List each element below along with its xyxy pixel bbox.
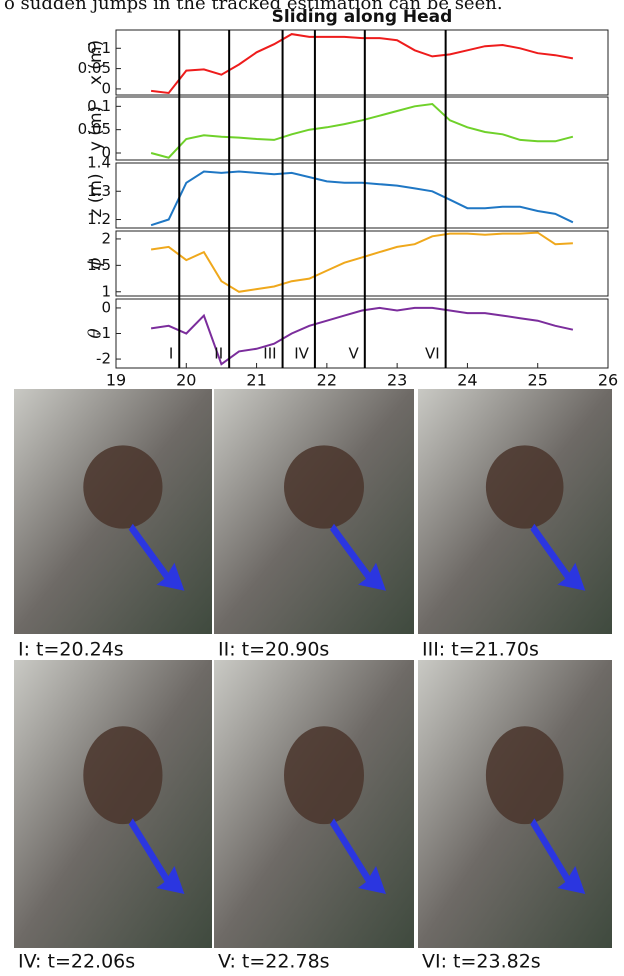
y-axis-label: x (m) (86, 40, 106, 85)
photo-caption: II: t=20.90s (218, 639, 329, 661)
data-line (150, 231, 573, 293)
panel-frame (115, 29, 609, 96)
photo-head (485, 445, 564, 529)
panel-frame (115, 298, 609, 369)
y-tick-label: 0.1 (87, 39, 111, 57)
panel-frame (115, 162, 609, 229)
photo-caption: I: t=20.24s (18, 639, 124, 661)
photo-head (284, 726, 364, 825)
event-label: I (169, 345, 173, 363)
y-tick-label: 0.05 (78, 120, 111, 138)
event-label: IV (294, 345, 309, 363)
y-tick-label: 0.1 (87, 97, 111, 115)
x-tick-label: 20 (176, 371, 196, 390)
x-tick-label: 22 (317, 371, 337, 390)
event-label: V (349, 345, 360, 363)
photo-arrow (330, 818, 386, 894)
x-tick-label: 24 (457, 371, 477, 390)
chart-title: Sliding along Head (272, 7, 453, 27)
y-tick-label: 1.2 (87, 210, 111, 228)
x-tick-label: 23 (387, 371, 407, 390)
y-tick-label: -2 (96, 350, 111, 368)
y-tick-label: 0 (101, 79, 111, 97)
event-label: II (214, 345, 223, 363)
y-tick-label: 0 (101, 298, 111, 316)
photo-arrow (330, 523, 386, 591)
photo-arrow (530, 523, 586, 591)
x-tick-label: 21 (246, 371, 266, 390)
y-tick-label: 1.4 (87, 154, 111, 172)
y-tick-label: 0 (101, 144, 111, 162)
photo-arrow (530, 818, 586, 894)
event-label: VI (425, 345, 440, 363)
x-tick-label: 25 (528, 371, 548, 390)
photo-arrow (128, 523, 185, 591)
photo-head (83, 726, 163, 825)
photo-arrow (128, 818, 185, 894)
data-line (150, 306, 574, 366)
panel-frame (115, 230, 609, 297)
y-tick-label: 1.3 (87, 182, 111, 200)
photo-caption: V: t=22.78s (218, 951, 330, 973)
photo-caption: IV: t=22.06s (18, 951, 135, 973)
photo-caption: III: t=21.70s (422, 639, 539, 661)
photo-caption: VI: t=23.82s (422, 951, 541, 973)
y-axis-label: θ (86, 328, 106, 338)
y-tick-label: 1 (101, 282, 111, 300)
data-line (150, 170, 574, 227)
photo-head (83, 445, 163, 529)
y-axis-label: z (m) (86, 173, 106, 217)
x-tick-label: 26 (598, 371, 618, 390)
y-tick-label: 1.5 (87, 256, 111, 274)
panel-frame (115, 96, 609, 161)
x-tick-label: 19 (106, 371, 126, 390)
y-tick-label: -1 (96, 324, 111, 342)
y-tick-label: 0.05 (78, 59, 111, 77)
event-label: III (263, 345, 276, 363)
photo-grid: I: t=20.24s II: t=20.90s III: t=21.70s IV: … (14, 389, 612, 973)
photo-head (485, 726, 564, 825)
y-axis-label: ϕ (86, 257, 106, 269)
photo-head (284, 445, 364, 529)
y-tick-label: 2 (101, 229, 111, 247)
y-axis-label: y (m) (86, 106, 106, 151)
data-line (150, 102, 574, 159)
header-fragment: o sudden jumps in the tracked estimation… (4, 0, 503, 14)
data-line (150, 33, 574, 95)
